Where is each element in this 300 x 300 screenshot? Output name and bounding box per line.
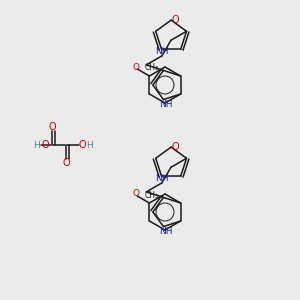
Text: O: O <box>48 122 56 132</box>
Text: O: O <box>78 140 86 150</box>
Text: CH₃: CH₃ <box>144 190 158 200</box>
Text: H: H <box>86 142 93 151</box>
Text: O: O <box>41 140 49 150</box>
Text: O: O <box>62 158 70 168</box>
Text: H: H <box>33 140 40 149</box>
Text: NH: NH <box>159 227 172 236</box>
Text: O: O <box>171 142 179 152</box>
Text: O: O <box>133 190 140 199</box>
Text: O: O <box>171 15 179 25</box>
Text: NH: NH <box>155 47 169 56</box>
Text: NH: NH <box>155 174 169 183</box>
Text: NH: NH <box>159 100 172 109</box>
Text: CH₃: CH₃ <box>144 64 158 73</box>
Text: O: O <box>133 62 140 71</box>
